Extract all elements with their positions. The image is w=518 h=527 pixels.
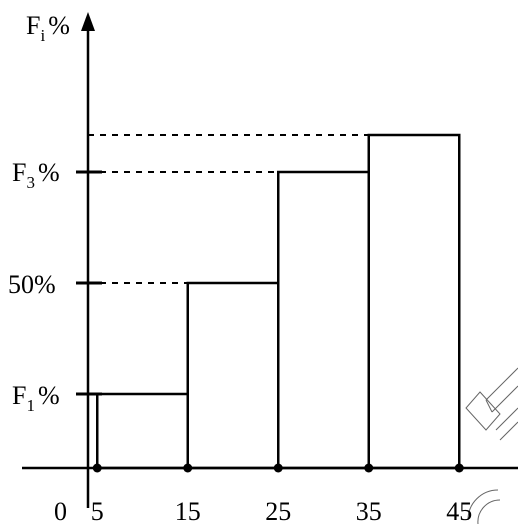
bar-5-15 xyxy=(96,392,189,470)
x-tick-label-5: 5 xyxy=(91,497,104,526)
histogram-bars xyxy=(96,133,461,470)
bar-15-25 xyxy=(186,281,280,470)
x-origin-label: 0 xyxy=(54,497,67,526)
x-tick-label-25: 25 xyxy=(265,497,291,526)
x-tick-label-15: 15 xyxy=(175,497,201,526)
bar-35-45 xyxy=(367,133,461,470)
x-tick-label-35: 35 xyxy=(356,497,382,526)
y-tick-label-50: 50% xyxy=(8,270,56,299)
x-marker-35 xyxy=(364,463,374,473)
x-tick-label-45: 45 xyxy=(446,497,472,526)
x-marker-15 xyxy=(183,463,193,473)
x-tick-labels: 5 15 25 35 45 xyxy=(91,497,473,526)
x-marker-45 xyxy=(454,463,464,473)
y-tick-marks xyxy=(76,170,102,396)
y-axis-arrow xyxy=(81,12,95,31)
y-axis-title: Fi% xyxy=(26,11,70,45)
y-tick-label-f1: F1% xyxy=(12,381,60,415)
x-marker-25 xyxy=(273,463,283,473)
bar-25-35 xyxy=(277,170,370,470)
y-tick-label-f3: F3% xyxy=(12,158,60,192)
x-marker-5 xyxy=(92,463,102,473)
watermark xyxy=(465,367,518,525)
x-axis-markers xyxy=(92,463,464,473)
